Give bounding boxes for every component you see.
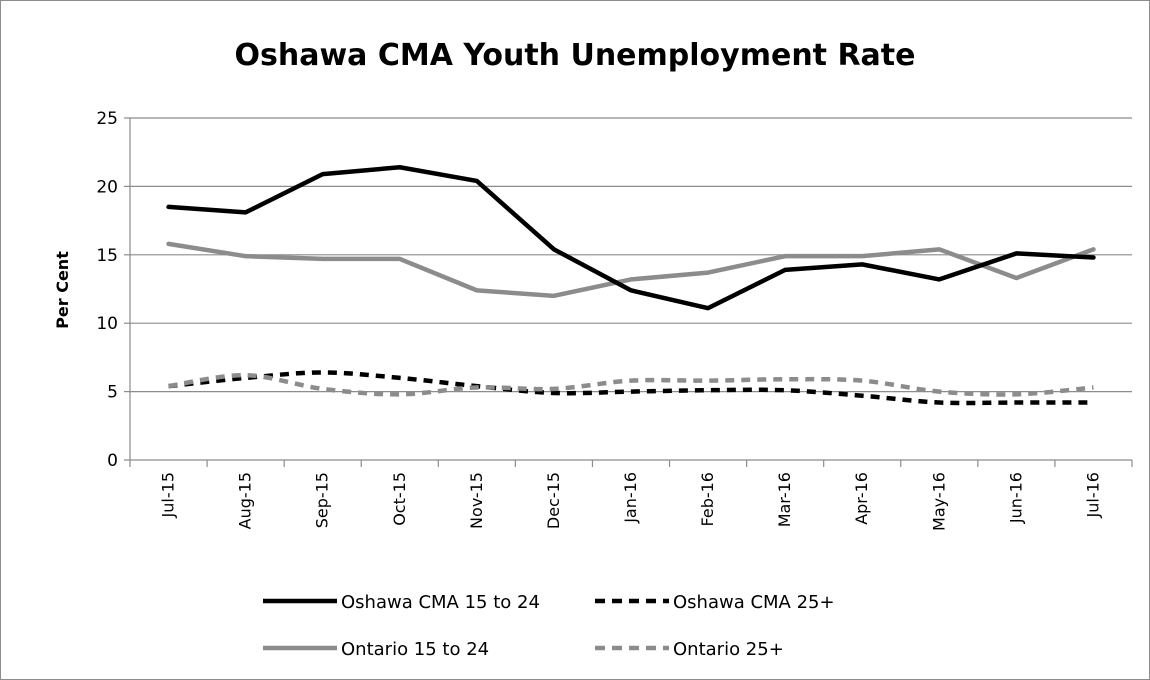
x-tick-label: Jun-16 bbox=[1006, 472, 1025, 524]
x-tick-label: Jul-15 bbox=[159, 472, 178, 518]
x-tick-label: Nov-15 bbox=[467, 472, 486, 529]
y-tick-label: 0 bbox=[107, 451, 118, 471]
legend-label-3: Ontario 25+ bbox=[673, 639, 784, 660]
x-tick-labels: Jul-15 Aug-15 Sep-15 Oct-15 Nov-15 Dec-15 Jan-… bbox=[159, 472, 1103, 531]
x-tick-label: Apr-16 bbox=[852, 472, 871, 525]
y-tick-labels: 0 5 10 15 20 25 bbox=[96, 109, 118, 471]
legend-label-0: Oshawa CMA 15 to 24 bbox=[341, 592, 540, 613]
series-line-1 bbox=[168, 370, 1094, 406]
x-tick-label: Feb-16 bbox=[698, 472, 717, 526]
x-tick-label: Jan-16 bbox=[621, 472, 640, 524]
chart-title: Oshawa CMA Youth Unemployment Rate bbox=[234, 38, 916, 73]
x-tick-label: Aug-15 bbox=[236, 472, 255, 529]
x-tick-label: Mar-16 bbox=[775, 472, 794, 527]
x-tick-label: Oct-15 bbox=[390, 472, 409, 526]
series-lines bbox=[166, 164, 1096, 406]
y-tick-label: 25 bbox=[96, 109, 118, 129]
grid-lines bbox=[130, 117, 1132, 393]
x-tick-label: Dec-15 bbox=[544, 472, 563, 529]
y-tick-label: 10 bbox=[96, 314, 118, 334]
y-axis-label: Per Cent bbox=[53, 251, 72, 329]
series-line-2 bbox=[166, 241, 1096, 299]
legend: Oshawa CMA 15 to 24 Oshawa CMA 25+ Ontario… bbox=[263, 592, 835, 660]
axes bbox=[124, 117, 1133, 467]
legend-label-2: Ontario 15 to 24 bbox=[341, 639, 489, 660]
y-tick-label: 15 bbox=[96, 246, 118, 266]
y-tick-label: 20 bbox=[96, 177, 118, 197]
x-tick-label: Jul-16 bbox=[1083, 472, 1102, 518]
x-tick-label: May-16 bbox=[929, 472, 948, 531]
legend-label-1: Oshawa CMA 25+ bbox=[673, 592, 835, 613]
x-tick-label: Sep-15 bbox=[313, 472, 332, 528]
series-line-3 bbox=[168, 372, 1094, 397]
y-tick-label: 5 bbox=[107, 383, 118, 403]
series-line-0 bbox=[166, 164, 1096, 311]
